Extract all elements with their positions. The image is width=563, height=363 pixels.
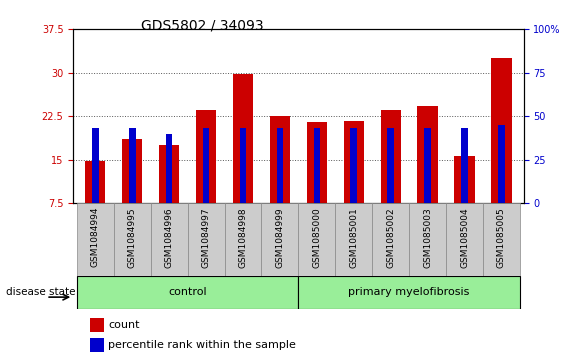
Bar: [314, 129, 320, 247]
Bar: [461, 129, 468, 247]
Text: GSM1085002: GSM1085002: [386, 207, 395, 268]
Bar: [122, 139, 142, 247]
Bar: [276, 129, 283, 247]
Text: GSM1085005: GSM1085005: [497, 207, 506, 268]
Bar: [343, 121, 364, 247]
FancyBboxPatch shape: [372, 203, 409, 276]
Bar: [166, 134, 172, 247]
Bar: [240, 129, 247, 247]
Bar: [381, 110, 401, 247]
Bar: [85, 162, 105, 247]
FancyBboxPatch shape: [298, 203, 336, 276]
Text: GSM1084996: GSM1084996: [164, 207, 173, 268]
FancyBboxPatch shape: [77, 276, 298, 309]
Bar: [498, 125, 505, 247]
Text: GSM1084994: GSM1084994: [91, 207, 100, 268]
Bar: [203, 129, 209, 247]
Text: GSM1085000: GSM1085000: [312, 207, 321, 268]
Bar: [233, 74, 253, 247]
FancyBboxPatch shape: [298, 276, 520, 309]
Text: GSM1085003: GSM1085003: [423, 207, 432, 268]
Bar: [417, 106, 438, 247]
Text: GSM1085001: GSM1085001: [349, 207, 358, 268]
Text: GDS5802 / 34093: GDS5802 / 34093: [141, 18, 263, 32]
Bar: [307, 122, 327, 247]
FancyBboxPatch shape: [114, 203, 151, 276]
Text: GSM1084997: GSM1084997: [202, 207, 211, 268]
Bar: [92, 129, 99, 247]
Text: GSM1084995: GSM1084995: [128, 207, 137, 268]
FancyBboxPatch shape: [225, 203, 261, 276]
FancyBboxPatch shape: [483, 203, 520, 276]
Text: disease state: disease state: [6, 287, 75, 297]
Text: GSM1084998: GSM1084998: [239, 207, 248, 268]
Bar: [270, 115, 290, 247]
FancyBboxPatch shape: [151, 203, 187, 276]
Bar: [387, 129, 394, 247]
Bar: [425, 129, 431, 247]
FancyBboxPatch shape: [446, 203, 483, 276]
Text: count: count: [108, 320, 140, 330]
Text: primary myelofibrosis: primary myelofibrosis: [348, 287, 470, 297]
Text: control: control: [168, 287, 207, 297]
Bar: [491, 58, 512, 247]
FancyBboxPatch shape: [261, 203, 298, 276]
Text: GSM1084999: GSM1084999: [275, 207, 284, 268]
Text: percentile rank within the sample: percentile rank within the sample: [108, 340, 296, 350]
Bar: [350, 129, 357, 247]
Bar: [159, 145, 180, 247]
Bar: [129, 129, 136, 247]
FancyBboxPatch shape: [77, 203, 114, 276]
FancyBboxPatch shape: [409, 203, 446, 276]
Bar: [454, 156, 475, 247]
Bar: [196, 110, 216, 247]
Text: GSM1085004: GSM1085004: [460, 207, 469, 268]
FancyBboxPatch shape: [336, 203, 372, 276]
FancyBboxPatch shape: [187, 203, 225, 276]
